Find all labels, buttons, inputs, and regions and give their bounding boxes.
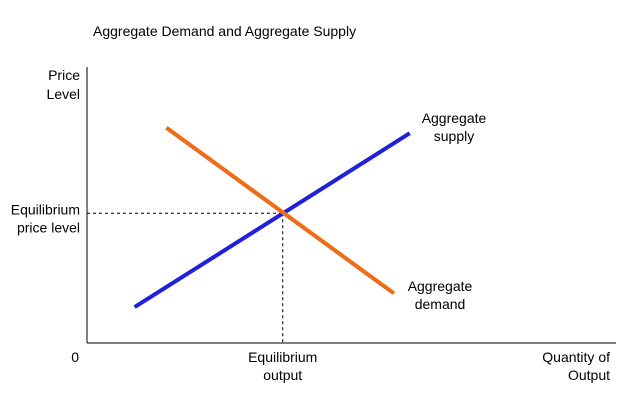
series-line-aggregate-supply [133, 131, 411, 309]
series-line-aggregate-demand [165, 126, 395, 295]
equilibrium-price-label: Equilibrium price level [11, 201, 80, 235]
y-axis-label-line-1: Price [48, 67, 80, 83]
equilibrium-price-label-line-1: Equilibrium [11, 201, 80, 217]
chart-title: Aggregate Demand and Aggregate Supply [93, 23, 356, 39]
series-label-aggregate-demand-line-1: Aggregate [408, 278, 473, 294]
x-axis-label-line-1: Quantity of [542, 349, 610, 365]
series-label-aggregate-supply: Aggregate supply [422, 110, 487, 144]
y-axis-label-line-2: Level [47, 86, 80, 102]
equilibrium-output-label: Equilibrium output [248, 349, 317, 383]
origin-label: 0 [71, 349, 79, 365]
x-axis-label: Quantity of Output [542, 349, 610, 383]
equilibrium-price-label-line-2: price level [17, 219, 80, 235]
series-label-aggregate-supply-line-2: supply [434, 128, 474, 144]
series-label-aggregate-supply-line-1: Aggregate [422, 110, 487, 126]
equilibrium-output-label-line-1: Equilibrium [248, 349, 317, 365]
series-label-aggregate-demand-line-2: demand [415, 296, 466, 312]
equilibrium-output-label-line-2: output [263, 367, 302, 383]
y-axis-label: Price Level [47, 67, 81, 102]
x-axis-label-line-2: Output [568, 367, 610, 383]
series-label-aggregate-demand: Aggregate demand [408, 278, 473, 312]
